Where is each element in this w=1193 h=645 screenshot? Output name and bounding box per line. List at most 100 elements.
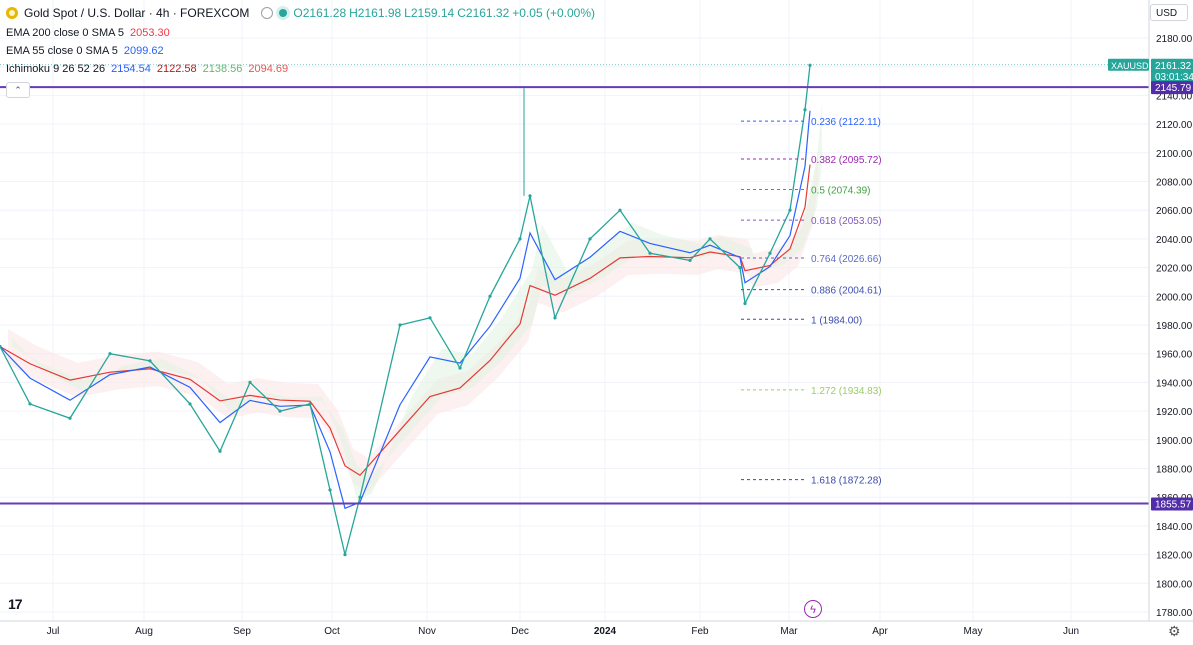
price-point — [808, 63, 812, 67]
last-price-label: 03:01:34 — [1155, 72, 1193, 83]
price-point — [518, 237, 522, 241]
price-point — [108, 352, 112, 356]
lower-line-label-bg — [1151, 497, 1193, 511]
collapse-legend-button[interactable]: ⌃ — [6, 82, 30, 98]
price-point — [743, 301, 747, 306]
time-tick-label: Apr — [872, 626, 888, 637]
price-tick-label: 2060.00 — [1156, 206, 1193, 217]
price-point — [428, 316, 432, 320]
price-point — [688, 258, 692, 263]
lightning-icon[interactable]: ϟ — [804, 600, 822, 618]
price-tick-label: 2100.00 — [1156, 149, 1193, 160]
fib-level-label: 0.382 (2095.72) — [811, 155, 882, 166]
price-point — [0, 344, 2, 349]
price-tick-label: 1920.00 — [1156, 407, 1193, 418]
indicator-value: 2154.54 — [111, 63, 151, 75]
price-point — [68, 416, 72, 420]
price-point — [328, 488, 332, 492]
fib-level-label: 1.618 (1872.28) — [811, 476, 882, 487]
ema55-line — [0, 110, 811, 510]
price-point — [488, 294, 492, 298]
price-point — [148, 359, 152, 363]
ichimoku-cloud — [8, 102, 822, 500]
symbol-tag: XAUUSD — [1111, 61, 1149, 71]
price-tick-label: 1960.00 — [1156, 350, 1193, 361]
ohlc-open: O2161.28 — [293, 6, 347, 20]
price-point — [343, 553, 347, 557]
tradingview-logo-icon[interactable]: 17 — [8, 596, 23, 612]
indicator-label: EMA 200 close 0 SMA 5 — [6, 27, 125, 39]
symbol-header[interactable]: Gold Spot / U.S. Dollar · 4h · FOREXCOM … — [6, 6, 601, 20]
cloud-area — [8, 147, 818, 493]
fib-level-label: 0.5 (2074.39) — [811, 186, 871, 197]
symbol-tag-bg — [1108, 58, 1149, 71]
price-point — [188, 402, 192, 406]
last-price-label-bg — [1151, 58, 1193, 83]
price-tick-label: 1820.00 — [1156, 551, 1193, 562]
price-axis-bg — [1149, 0, 1193, 645]
indicator-value: 2099.62 — [123, 45, 164, 57]
chart-grid — [0, 0, 1149, 621]
gold-symbol-icon — [6, 7, 18, 19]
fib-level-label: 0.236 (2122.11) — [811, 117, 881, 128]
time-tick-label: Mar — [780, 626, 798, 637]
gear-icon[interactable]: ⚙ — [1168, 623, 1181, 639]
price-point — [768, 251, 772, 255]
indicator-value: 2053.30 — [130, 27, 170, 39]
time-tick-label: Jul — [47, 626, 60, 637]
time-tick-label: Sep — [233, 626, 251, 637]
price-point — [248, 380, 252, 384]
price-tick-label: 1840.00 — [1156, 522, 1193, 533]
market-status-icon — [279, 9, 288, 17]
ohlc-change: +0.05 (+0.00%) — [512, 6, 596, 20]
indicator-value: 2094.69 — [248, 63, 289, 75]
cloud-area — [12, 102, 822, 500]
price-point — [28, 402, 32, 406]
time-tick-label: Feb — [691, 626, 709, 637]
price-point — [528, 194, 532, 198]
visibility-icon[interactable] — [261, 7, 274, 19]
price-tick-label: 1980.00 — [1156, 321, 1193, 332]
price-tick-label: 1800.00 — [1156, 579, 1193, 590]
fib-level-label: 0.886 (2004.61) — [811, 286, 882, 297]
time-tick-label: Aug — [135, 626, 153, 637]
time-tick-label: May — [964, 626, 983, 637]
price-tick-label: 1940.00 — [1156, 378, 1193, 389]
fib-level-label: 1.272 (1934.83) — [811, 386, 882, 397]
indicator-ichimoku[interactable]: Ichimoku 9 26 52 26 2154.54 2122.58 2138… — [6, 63, 294, 75]
time-tick-label: Jun — [1063, 626, 1079, 637]
price-point — [788, 208, 792, 212]
price-tick-label: 2080.00 — [1156, 178, 1193, 189]
price-tick-label: 2180.00 — [1156, 34, 1193, 45]
time-tick-label: Dec — [511, 626, 529, 637]
last-price-label: 2161.32 — [1155, 61, 1192, 72]
fib-extension: 0.236 (2122.11) 0.382 (2095.72) 0.5 (2074.… — [741, 117, 882, 487]
price-tick-label: 1880.00 — [1156, 465, 1193, 476]
currency-selector[interactable]: USD — [1150, 4, 1188, 21]
indicator-ema55[interactable]: EMA 55 close 0 SMA 5 2099.62 — [6, 45, 170, 57]
time-tick-label: Nov — [418, 626, 436, 637]
price-tick-label: 1780.00 — [1156, 608, 1193, 619]
time-tick-label: Oct — [324, 626, 340, 637]
moving-average-lines — [0, 110, 811, 510]
price-point — [708, 237, 712, 241]
price-point — [648, 251, 652, 255]
lower-line-label: 1855.57 — [1155, 500, 1192, 511]
price-point — [278, 409, 282, 413]
price-point — [553, 316, 557, 320]
price-tick-label: 2040.00 — [1156, 235, 1193, 246]
price-tick-label: 1900.00 — [1156, 436, 1193, 447]
ema200-line — [0, 164, 811, 477]
indicator-label: EMA 55 close 0 SMA 5 — [6, 45, 118, 57]
symbol-title[interactable]: Gold Spot / U.S. Dollar · 4h · FOREXCOM — [24, 6, 250, 20]
indicator-ema200[interactable]: EMA 200 close 0 SMA 5 2053.30 — [6, 27, 176, 39]
price-tick-label: 2140.00 — [1156, 91, 1193, 102]
price-point — [458, 366, 462, 370]
price-tick-label: 2120.00 — [1156, 120, 1193, 131]
price-point — [588, 237, 592, 241]
price-point — [358, 495, 362, 499]
ohlc-low: L2159.14 — [404, 6, 455, 20]
price-tick-label: 2000.00 — [1156, 292, 1193, 303]
